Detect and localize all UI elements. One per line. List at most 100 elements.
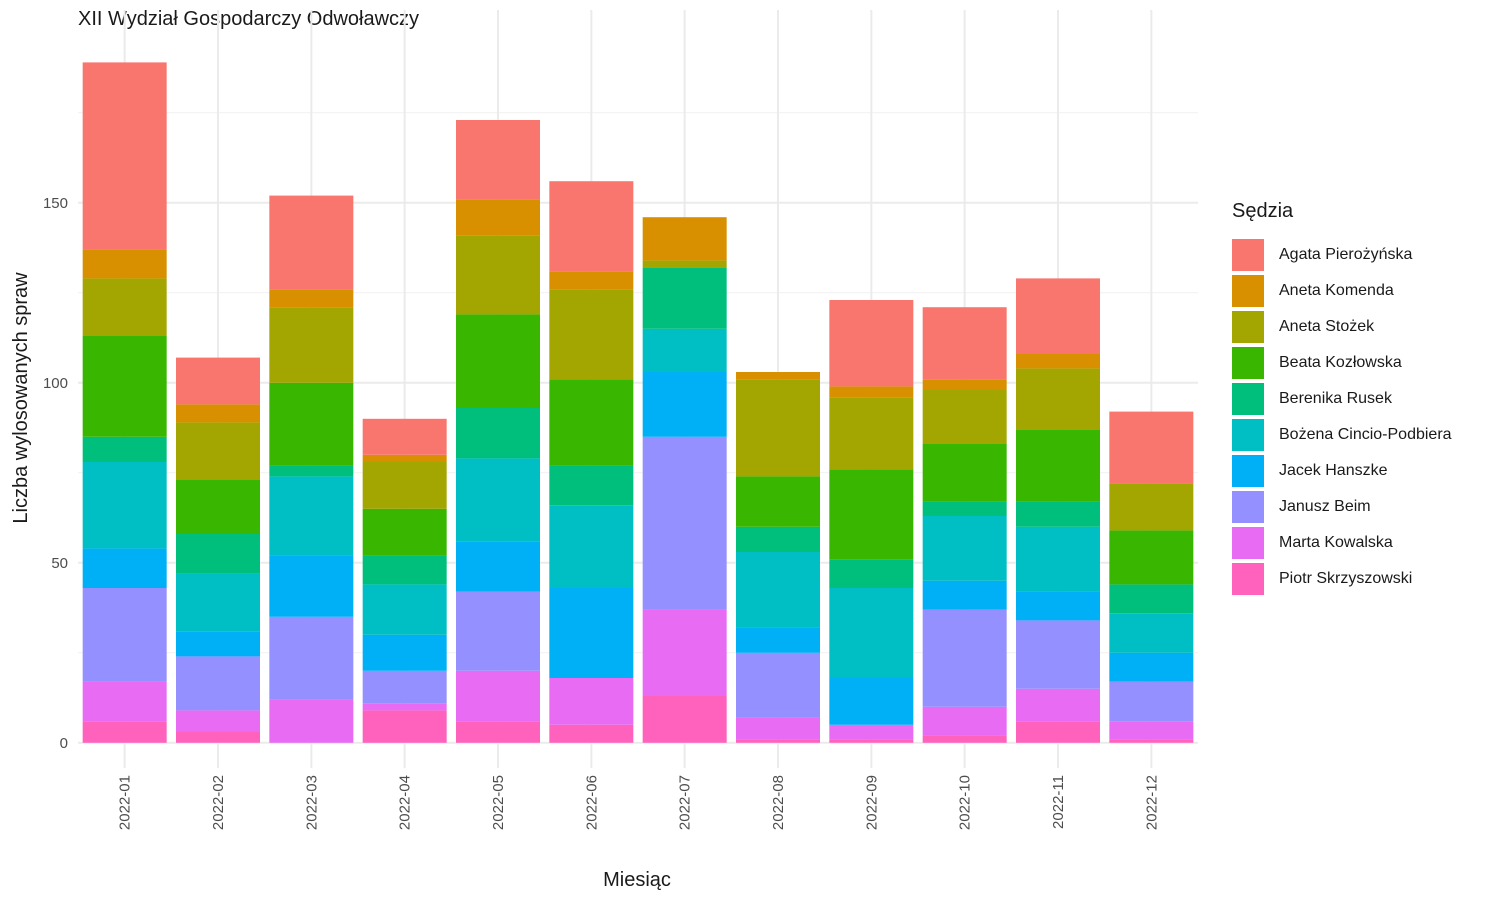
- bar-segment: [269, 307, 354, 383]
- bars-layer: [82, 62, 1194, 743]
- bar-segment: [176, 631, 260, 657]
- x-tick-label: 2022-02: [210, 775, 227, 830]
- bar-segment: [1016, 278, 1100, 354]
- bar-segment: [549, 271, 634, 290]
- bar-segment: [549, 379, 634, 466]
- bar-segment: [1016, 354, 1100, 369]
- bar-segment: [736, 717, 820, 740]
- bar-segment: [456, 458, 540, 542]
- bar-segment: [362, 462, 447, 509]
- legend-label: Janusz Beim: [1279, 498, 1371, 515]
- legend-item: Agata Pierożyńska: [1232, 237, 1492, 273]
- bar-segment: [829, 386, 914, 398]
- bar-segment: [269, 616, 354, 700]
- legend-item: Jacek Hanszke: [1232, 453, 1492, 489]
- bar-segment: [1109, 681, 1194, 722]
- bar-segment: [176, 732, 260, 743]
- legend-swatch: [1232, 239, 1264, 271]
- bar-segment: [456, 120, 540, 200]
- bar-stack-2022-03: [269, 195, 354, 743]
- x-tick-label: 2022-03: [303, 775, 320, 830]
- x-axis-label: Miesiąc: [603, 869, 671, 891]
- bar-segment: [362, 670, 447, 704]
- y-tick-label: 0: [60, 735, 68, 752]
- bar-segment: [362, 418, 447, 455]
- bar-segment: [456, 408, 540, 459]
- bar-segment: [549, 289, 634, 380]
- bar-segment: [829, 469, 914, 560]
- bar-segment: [82, 681, 167, 722]
- bar-segment: [549, 678, 634, 725]
- legend-label: Jacek Hanszke: [1279, 462, 1388, 479]
- bar-stack-2022-07: [642, 217, 727, 743]
- legend-swatch: [1232, 383, 1264, 415]
- bar-segment: [269, 289, 354, 308]
- legend-item: Berenika Rusek: [1232, 381, 1492, 417]
- bar-segment: [1016, 429, 1100, 502]
- bar-segment: [176, 710, 260, 732]
- bar-stack-2022-05: [456, 120, 540, 743]
- x-axis-ticks: 2022-01 2022-02 2022-03 2022-04 2022-05 2022-…: [117, 775, 1161, 830]
- bar-segment: [1016, 526, 1100, 592]
- bar-segment: [362, 508, 447, 556]
- bar-segment: [549, 181, 634, 272]
- bar-segment: [642, 328, 727, 372]
- bar-segment: [642, 436, 727, 610]
- bar-segment: [549, 465, 634, 506]
- bar-segment: [922, 735, 1007, 743]
- legend-item: Aneta Stożek: [1232, 309, 1492, 345]
- bar-segment: [922, 444, 1007, 502]
- bar-stack-2022-02: [176, 357, 260, 743]
- bar-segment: [82, 721, 167, 743]
- bar-segment: [549, 588, 634, 678]
- bar-segment: [922, 580, 1007, 610]
- bar-segment: [829, 588, 914, 678]
- bar-segment: [642, 609, 727, 696]
- legend-swatch: [1232, 491, 1264, 523]
- y-tick-label: 150: [43, 195, 68, 212]
- bar-stack-2022-12: [1109, 411, 1194, 743]
- legend-item: Aneta Komenda: [1232, 273, 1492, 309]
- bar-segment: [456, 199, 540, 236]
- bar-segment: [736, 526, 820, 552]
- bar-segment: [736, 552, 820, 628]
- bar-stack-2022-01: [82, 62, 167, 743]
- bar-stack-2022-06: [549, 181, 634, 743]
- bar-segment: [736, 627, 820, 653]
- bar-stack-2022-10: [922, 307, 1007, 743]
- y-axis-label: Liczba wylosowanych spraw: [10, 272, 32, 524]
- bar-segment: [1109, 739, 1194, 743]
- bar-segment: [176, 404, 260, 423]
- legend-label: Marta Kowalska: [1279, 534, 1393, 551]
- bar-segment: [829, 300, 914, 387]
- legend-item: Bożena Cincio-Podbiera: [1232, 417, 1492, 453]
- legend-swatch: [1232, 563, 1264, 595]
- legend: Sędzia Agata Pierożyńska Aneta Komenda Ane…: [1232, 200, 1492, 597]
- bar-segment: [176, 534, 260, 574]
- bar-segment: [269, 465, 354, 477]
- bar-segment: [82, 336, 167, 437]
- bar-segment: [82, 62, 167, 250]
- bar-segment: [269, 699, 354, 743]
- bar-segment: [642, 267, 727, 329]
- bar-segment: [82, 278, 167, 336]
- legend-label: Bożena Cincio-Podbiera: [1279, 426, 1452, 443]
- bar-segment: [922, 390, 1007, 444]
- bar-segment: [362, 584, 447, 635]
- x-tick-label: 2022-10: [957, 775, 974, 830]
- bar-segment: [1109, 483, 1194, 531]
- bar-segment: [1016, 620, 1100, 689]
- bar-segment: [456, 314, 540, 408]
- bar-segment: [642, 217, 727, 261]
- bar-segment: [922, 609, 1007, 707]
- legend-item: Piotr Skrzyszowski: [1232, 561, 1492, 597]
- bar-segment: [362, 710, 447, 743]
- chart-title: XII Wydział Gospodarczy Odwoławczy: [78, 8, 420, 30]
- y-axis-ticks: 0 50 100 150: [43, 195, 68, 752]
- bar-segment: [736, 379, 820, 477]
- bar-segment: [176, 573, 260, 632]
- legend-label: Beata Kozłowska: [1279, 354, 1402, 371]
- bar-segment: [1109, 652, 1194, 682]
- bar-segment: [456, 591, 540, 671]
